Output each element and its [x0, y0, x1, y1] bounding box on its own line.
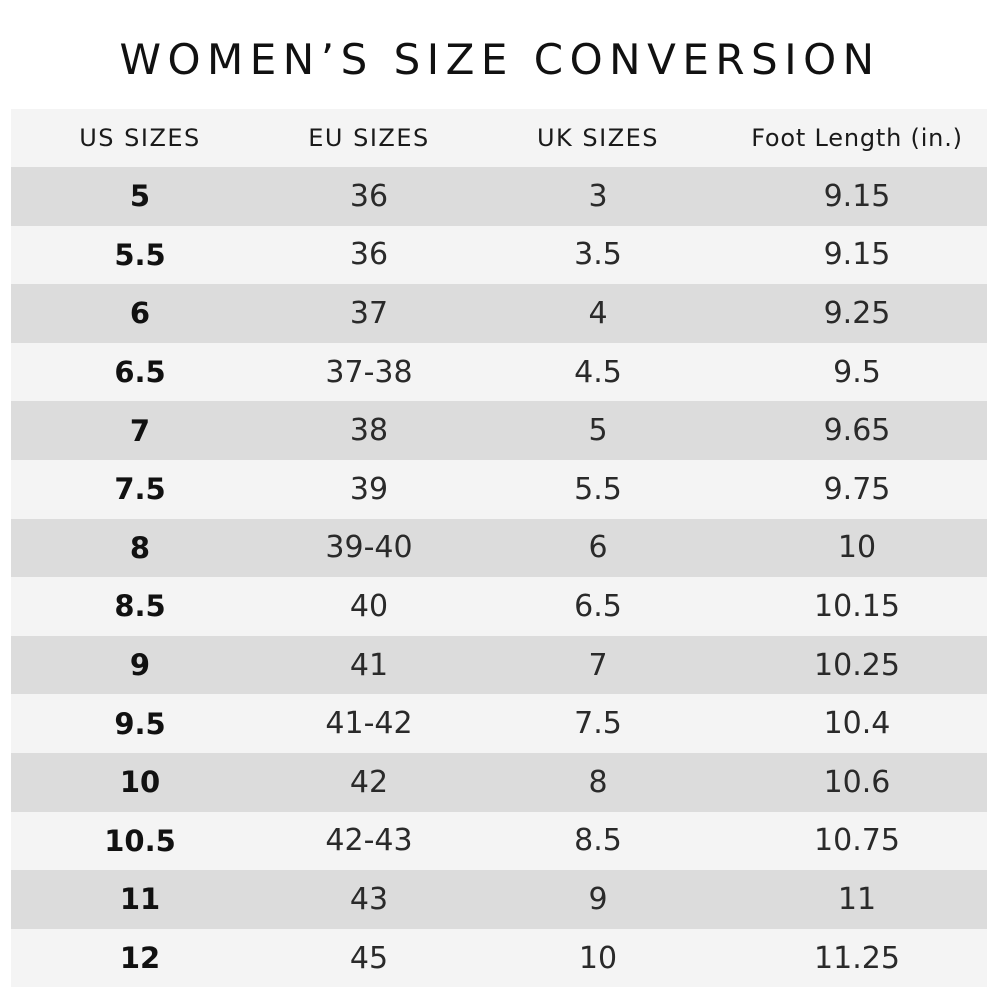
table-row: 9 41 7 10.25: [11, 635, 987, 695]
uk-size-cell: 10: [578, 940, 618, 976]
uk-size-cell: 8.5: [574, 823, 622, 859]
us-size-cell: 10.5: [104, 823, 176, 858]
us-size-cell: 7.5: [114, 472, 166, 507]
table-row: 6 37 4 9.25: [11, 284, 987, 343]
foot-length-cell: 9.15: [823, 237, 891, 273]
page-title: WOMEN’S SIZE CONVERSION: [119, 35, 881, 84]
table-row: 9.5 41-42 7.5 10.4: [11, 694, 987, 753]
us-size-cell: 8: [129, 530, 151, 565]
foot-length-cell: 10.25: [814, 647, 900, 683]
table-header-row: US SIZES EU SIZES UK SIZES Foot Length (…: [11, 109, 987, 167]
foot-length-cell: 9.75: [823, 471, 891, 507]
table-row: 11 43 9 11: [11, 870, 987, 929]
eu-size-cell: 45: [349, 940, 389, 976]
table-row: 10.5 42-43 8.5 10.75: [11, 811, 987, 871]
eu-size-cell: 38: [349, 413, 389, 449]
eu-size-cell: 37: [349, 295, 389, 331]
us-size-cell: 9: [129, 648, 151, 683]
foot-length-cell: 10: [837, 530, 877, 566]
header-uk-sizes: UK SIZES: [536, 124, 660, 152]
us-size-cell: 6.5: [114, 355, 166, 390]
uk-size-cell: 6: [588, 530, 608, 566]
us-size-cell: 9.5: [114, 706, 166, 741]
table-row: 6.5 37-38 4.5 9.5: [11, 342, 987, 402]
us-size-cell: 10: [119, 765, 161, 800]
uk-size-cell: 7.5: [574, 706, 622, 742]
table-row: 12 45 10 11.25: [11, 928, 987, 988]
table-row: 7 38 5 9.65: [11, 401, 987, 460]
us-size-cell: 8.5: [114, 589, 166, 624]
eu-size-cell: 41: [349, 647, 389, 683]
eu-size-cell: 41-42: [325, 706, 413, 742]
foot-length-cell: 9.15: [823, 178, 891, 214]
foot-length-cell: 9.65: [823, 413, 891, 449]
us-size-cell: 6: [129, 296, 151, 331]
eu-size-cell: 42-43: [325, 823, 413, 859]
foot-length-cell: 9.25: [823, 295, 891, 331]
table-row: 8.5 40 6.5 10.15: [11, 577, 987, 636]
us-size-cell: 12: [119, 941, 161, 976]
table-row: 7.5 39 5.5 9.75: [11, 459, 987, 519]
table-row: 8 39-40 6 10: [11, 518, 987, 578]
foot-length-cell: 10.4: [823, 706, 891, 742]
eu-size-cell: 39: [349, 471, 389, 507]
eu-size-cell: 42: [349, 764, 389, 800]
eu-size-cell: 43: [349, 881, 389, 917]
us-size-cell: 7: [129, 413, 151, 448]
uk-size-cell: 3.5: [574, 237, 622, 273]
table-row: 10 42 8 10.6: [11, 752, 987, 812]
foot-length-cell: 9.5: [833, 354, 881, 390]
header-foot-length: Foot Length (in.): [751, 124, 963, 152]
uk-size-cell: 4.5: [574, 354, 622, 390]
eu-size-cell: 36: [349, 237, 389, 273]
foot-length-cell: 10.6: [823, 764, 891, 800]
us-size-cell: 5.5: [114, 237, 166, 272]
us-size-cell: 11: [119, 882, 161, 917]
uk-size-cell: 7: [588, 647, 608, 683]
eu-size-cell: 36: [349, 178, 389, 214]
uk-size-cell: 6.5: [574, 588, 622, 624]
table-row: 5.5 36 3.5 9.15: [11, 225, 987, 285]
eu-size-cell: 40: [349, 588, 389, 624]
foot-length-cell: 11.25: [814, 940, 900, 976]
table-row: 5 36 3 9.15: [11, 167, 987, 226]
header-eu-sizes: EU SIZES: [308, 124, 430, 152]
uk-size-cell: 5.5: [574, 471, 622, 507]
us-size-cell: 5: [129, 179, 151, 214]
uk-size-cell: 9: [588, 881, 608, 917]
uk-size-cell: 5: [588, 413, 608, 449]
header-us-sizes: US SIZES: [79, 124, 201, 152]
table-body: 5 36 3 9.15 5.5 36 3.5 9.15 6 37 4 9.25 6.5 37-38 4.5 9…: [11, 167, 987, 988]
eu-size-cell: 39-40: [325, 530, 413, 566]
size-conversion-table: US SIZES EU SIZES UK SIZES Foot Length (…: [11, 109, 987, 988]
uk-size-cell: 8: [588, 764, 608, 800]
eu-size-cell: 37-38: [325, 354, 413, 390]
foot-length-cell: 11: [837, 881, 877, 917]
uk-size-cell: 4: [588, 295, 608, 331]
uk-size-cell: 3: [588, 178, 608, 214]
foot-length-cell: 10.75: [814, 823, 900, 859]
foot-length-cell: 10.15: [814, 588, 900, 624]
